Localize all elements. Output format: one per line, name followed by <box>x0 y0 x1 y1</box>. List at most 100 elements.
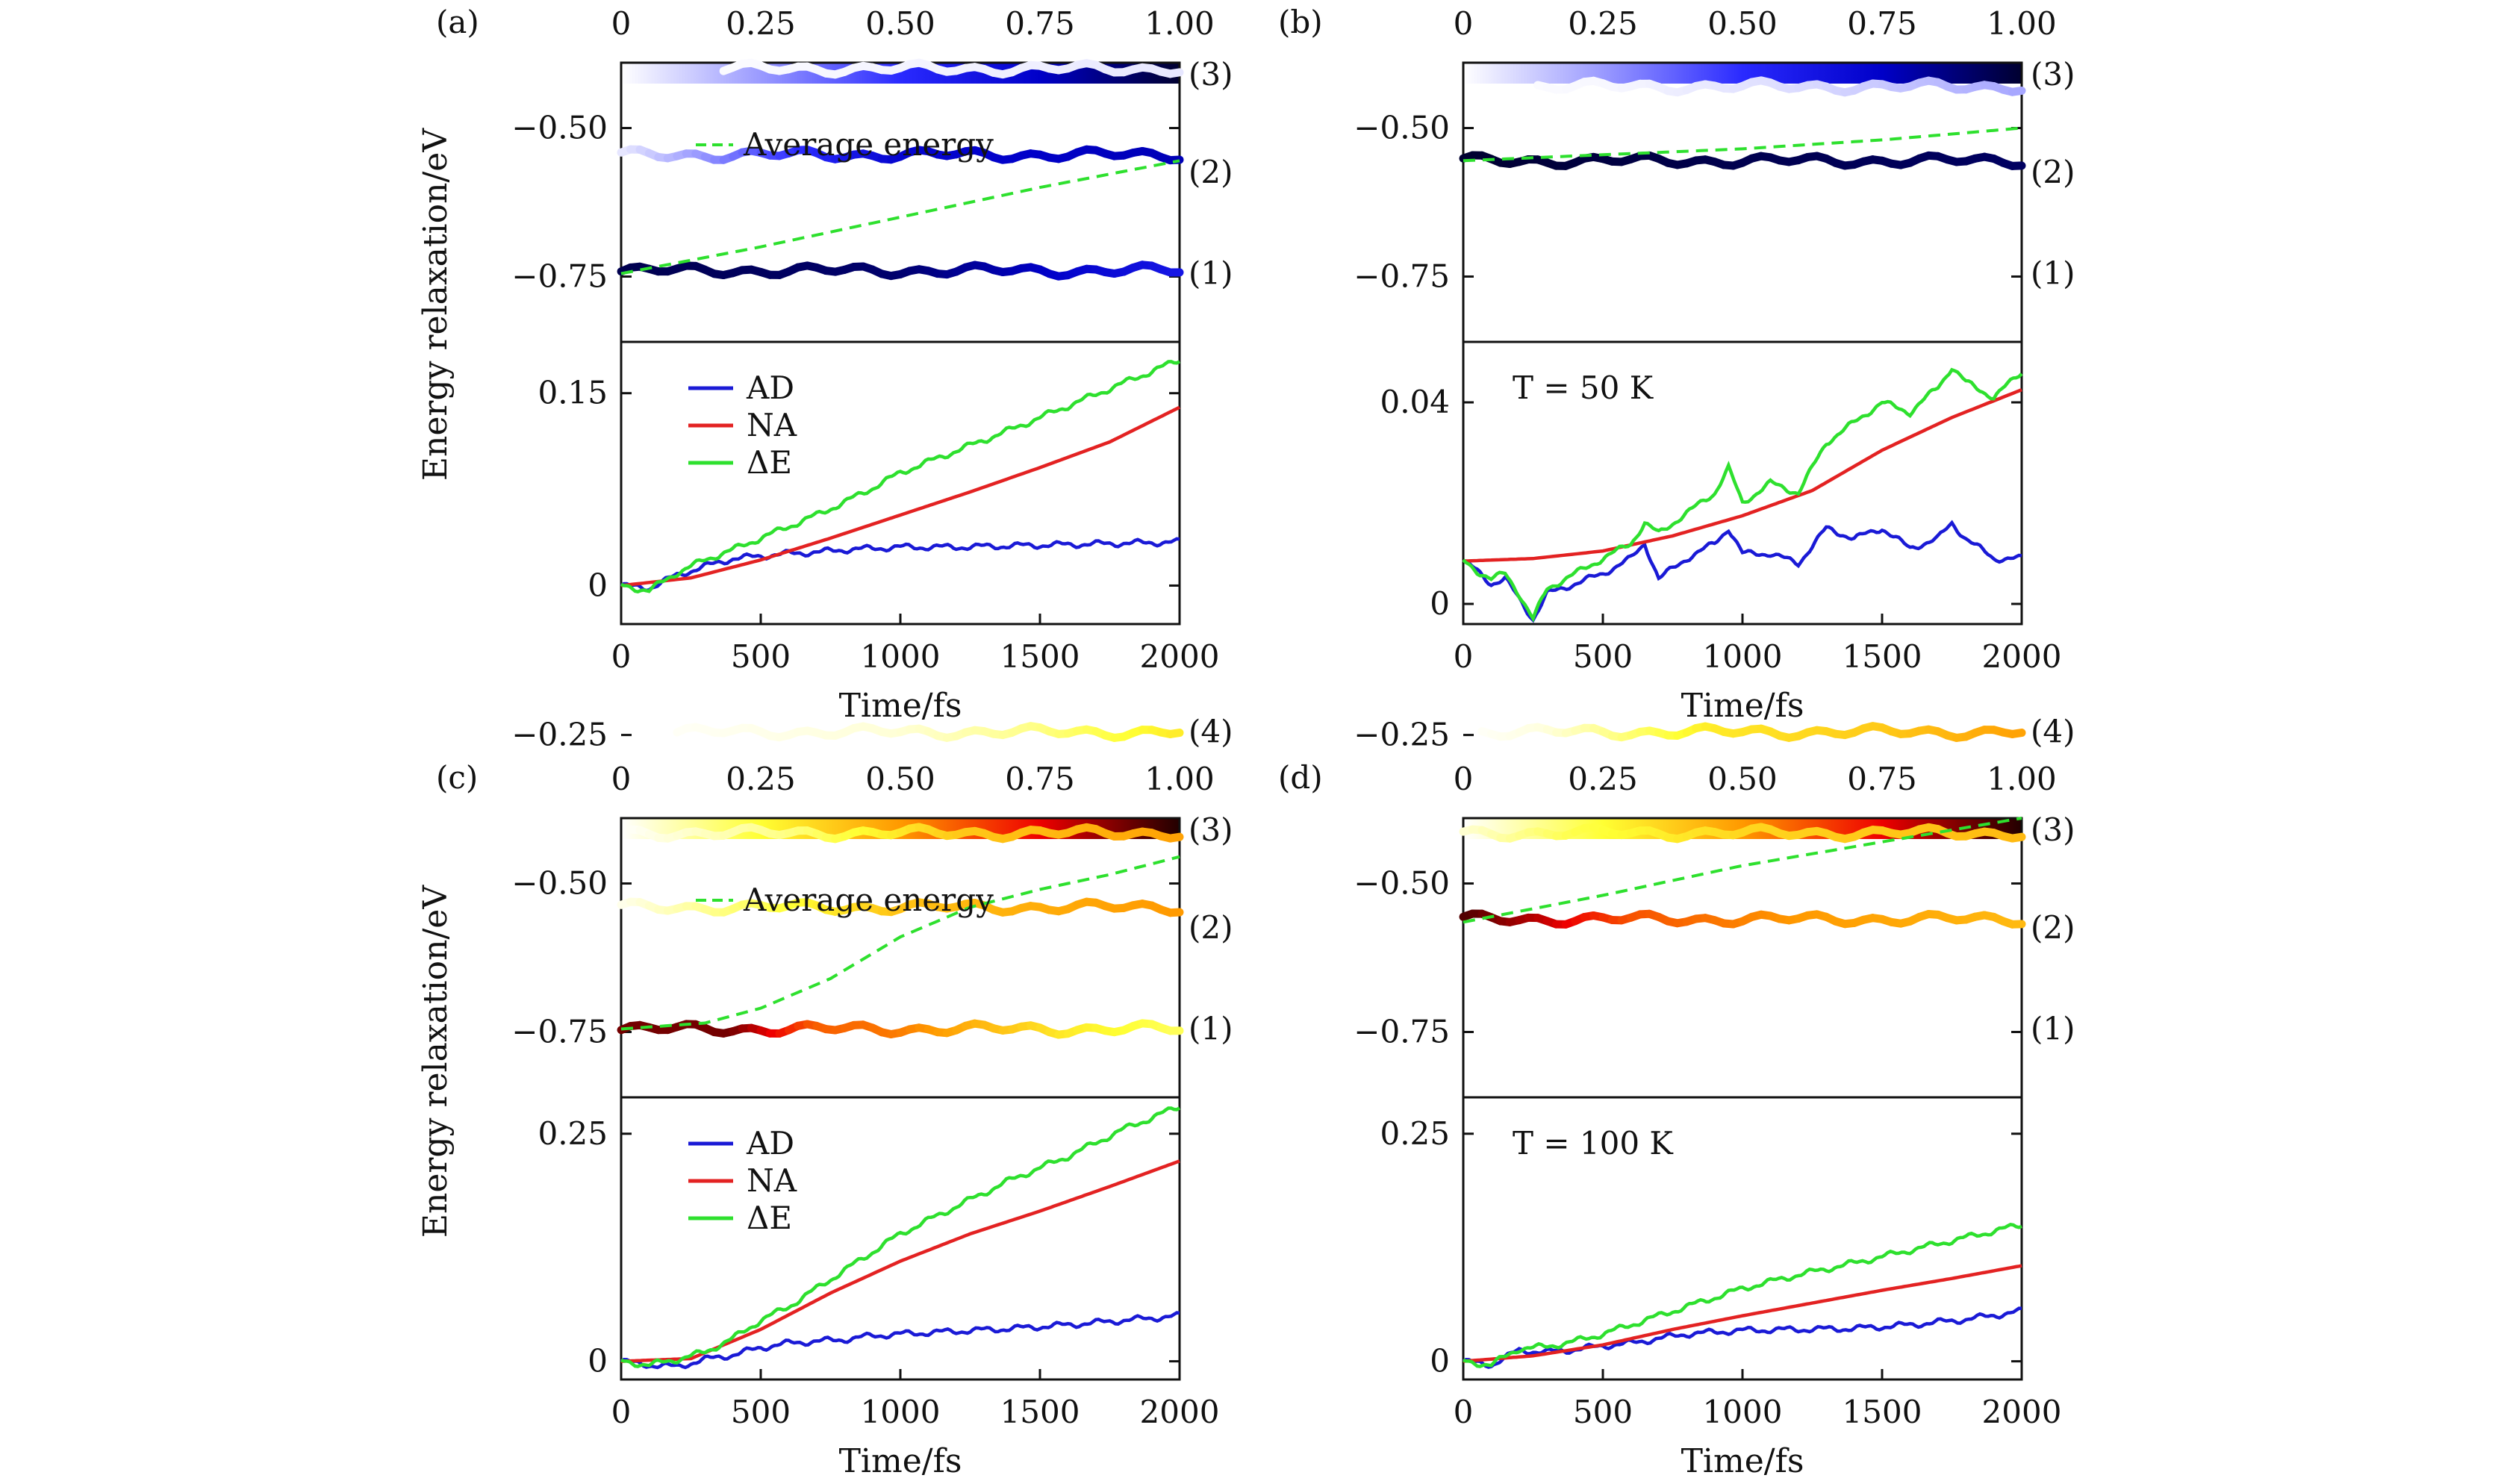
x-axis-title: Time/fs <box>1681 687 1804 725</box>
y-tick-label: 0 <box>1430 1343 1450 1379</box>
colorbar-tick-label: 0.75 <box>1005 761 1075 797</box>
colorbar-tick-label: 0 <box>1454 5 1474 42</box>
x-axis-title: Time/fs <box>839 1442 962 1480</box>
colorbar-tick-label: 0 <box>611 761 632 797</box>
legend-label: ΔE <box>747 1200 792 1236</box>
state-label: (4) <box>2031 714 2075 750</box>
y-tick-label: −0.25 <box>1354 717 1450 753</box>
x-tick-label: 0 <box>611 1394 632 1430</box>
panel-label: (c) <box>436 759 478 796</box>
x-tick-label: 0 <box>1454 638 1474 675</box>
colorbar-tick-label: 0.50 <box>1707 761 1778 797</box>
y-tick-label: −0.75 <box>511 1013 608 1050</box>
y-tick-label: −0.25 <box>511 717 608 753</box>
state-label: (3) <box>2031 811 2075 848</box>
state-label: (2) <box>2031 154 2075 190</box>
panel-c: (c) 0 0.25 0.50 0.75 1.00 −0.25 −0.50 −0.75 (4) (3… <box>436 714 1233 1480</box>
bottom-plot-frame <box>620 1096 1181 1381</box>
bottom-plot-frame <box>620 340 1181 626</box>
y-tick-label: 0 <box>588 567 608 603</box>
panel-label: (d) <box>1278 759 1323 796</box>
x-tick-label: 1500 <box>1000 1394 1080 1430</box>
state-label: (2) <box>1189 909 1233 946</box>
series-line-ad <box>1463 520 2022 623</box>
series-line-ad <box>1462 1306 2022 1369</box>
x-tick-label: 2000 <box>1982 638 2062 675</box>
state-label: (3) <box>1189 811 1233 848</box>
panel-b: (b)00.250.500.751.00−0.25−0.50−0.75(4)(3… <box>1278 4 2075 725</box>
x-tick-label: 2000 <box>1140 638 1220 675</box>
state-trajectory-segment <box>1166 908 1184 917</box>
series-line-na <box>620 1159 1180 1363</box>
legend-label: NA <box>747 1162 797 1199</box>
top-plot-frame <box>620 61 1181 343</box>
x-tick-label: 1000 <box>861 1394 941 1430</box>
x-tick-label: 2000 <box>1140 1394 1220 1430</box>
series-line-delta-e <box>620 1106 1181 1368</box>
colorbar-tick-label: 1.00 <box>1144 5 1215 42</box>
x-tick-label: 500 <box>731 1394 791 1430</box>
series-line-delta-e <box>1462 367 2023 623</box>
state-label: (3) <box>2031 56 2075 93</box>
state-trajectory-segment <box>1166 729 1184 738</box>
y-tick-label: −0.50 <box>511 110 608 146</box>
state-label: (4) <box>1189 714 1233 750</box>
y-tick-label: −0.50 <box>1354 865 1450 902</box>
panel-label: (b) <box>1278 4 1323 40</box>
state-label: (3) <box>1189 56 1233 93</box>
series-line-na <box>1463 1264 2022 1363</box>
x-tick-label: 500 <box>1573 1394 1633 1430</box>
series-line-delta-e <box>1463 1222 2022 1368</box>
colorbar-tick-label: 0 <box>1454 761 1474 797</box>
colorbar-tick-label: 1.00 <box>1144 761 1215 797</box>
y-tick-label: −0.50 <box>1354 110 1450 146</box>
colorbar-tick-label: 0 <box>611 5 632 42</box>
legend-label: ΔE <box>747 444 792 481</box>
y-tick-label: 0.25 <box>1380 1115 1450 1152</box>
colorbar-tick-label: 0.50 <box>865 5 935 42</box>
state-trajectory-segment <box>2008 729 2026 738</box>
colorbar-tick-label: 1.00 <box>1987 5 2057 42</box>
state-trajectory-segment <box>1166 832 1184 843</box>
x-tick-label: 1500 <box>1000 638 1080 675</box>
y-tick-label: −0.75 <box>511 258 608 294</box>
colorbar-tick-label: 0.75 <box>1005 5 1075 42</box>
series-line-na <box>620 405 1181 587</box>
x-tick-label: 1000 <box>1703 638 1783 675</box>
colorbar-tick-label: 0.25 <box>726 761 796 797</box>
y-tick-label: 0.15 <box>538 375 608 411</box>
state-label: (1) <box>2031 255 2075 291</box>
average-energy-line <box>620 855 1180 1031</box>
average-energy-line <box>1463 126 2022 163</box>
state-label: (2) <box>2031 909 2075 946</box>
colorbar-tick-label: 0.25 <box>1568 5 1638 42</box>
state-trajectory-segment <box>2008 86 2026 96</box>
x-tick-label: 2000 <box>1982 1394 2062 1430</box>
average-energy-label: Average energy <box>743 126 994 163</box>
state-label: (1) <box>1189 255 1233 291</box>
average-energy-line <box>1463 817 2022 924</box>
x-tick-label: 500 <box>731 638 791 675</box>
x-tick-label: 500 <box>1573 638 1633 675</box>
x-tick-label: 1000 <box>1703 1394 1783 1430</box>
series-line-delta-e <box>620 360 1181 594</box>
state-trajectory-segment <box>1166 68 1184 78</box>
x-tick-label: 1500 <box>1843 638 1922 675</box>
colorbar-tick-label: 0.25 <box>726 5 796 42</box>
y-axis-title: Energy relaxation/eV <box>417 128 455 481</box>
y-tick-label: −0.50 <box>511 865 608 902</box>
state-label: (2) <box>1189 154 1233 190</box>
x-axis-title: Time/fs <box>839 687 962 725</box>
legend-label: AD <box>746 370 794 406</box>
series-line-na <box>1463 388 2022 563</box>
temperature-label: T = 100 K <box>1513 1125 1674 1162</box>
top-plot-frame <box>620 817 1181 1099</box>
temperature-label: T = 50 K <box>1513 370 1654 406</box>
x-tick-label: 0 <box>1454 1394 1474 1430</box>
state-label: (1) <box>2031 1010 2075 1047</box>
series-line-ad <box>620 1311 1180 1370</box>
x-tick-label: 0 <box>611 638 632 675</box>
state-trajectory-segment <box>2008 832 2026 843</box>
x-axis-title: Time/fs <box>1681 1442 1804 1480</box>
